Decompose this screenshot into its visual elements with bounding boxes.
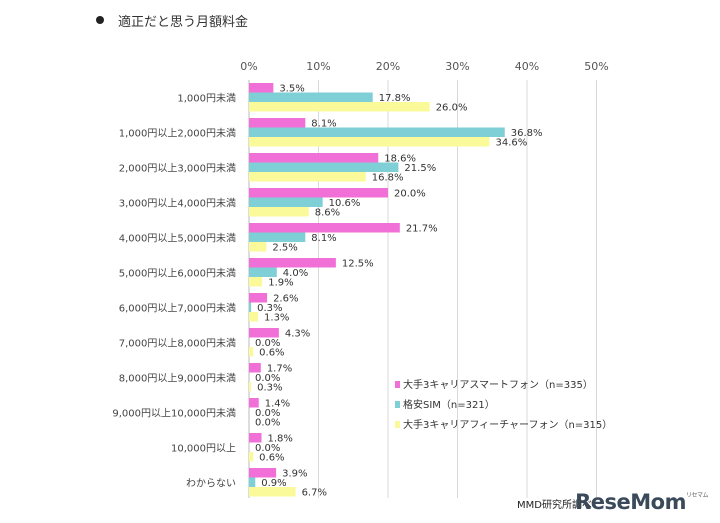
chart-title-row: 適正だと思う月額料金 (96, 10, 248, 30)
bar (249, 468, 277, 478)
bar (249, 328, 279, 338)
data-label: 18.6% (384, 154, 416, 165)
category-label: 1,000円以上2,000円未満 (119, 127, 236, 139)
bar (249, 137, 490, 147)
category-label: わからない (186, 477, 236, 489)
data-label: 0.3% (257, 303, 282, 314)
bar (249, 293, 268, 303)
category-label: 5,000円以上6,000円未満 (119, 267, 236, 279)
bar (249, 83, 274, 93)
bar (249, 162, 399, 172)
bar (249, 382, 252, 392)
bar (249, 267, 277, 277)
bar (249, 363, 261, 373)
bar (249, 312, 259, 322)
bar (249, 188, 388, 198)
data-label: 4.0% (283, 268, 308, 279)
x-tick-label: 0% (240, 60, 257, 73)
bar (249, 92, 373, 102)
legend-label: 大手3キャリアスマートフォン（n=335） (403, 378, 593, 391)
logo-subtext: リセマム (685, 492, 709, 499)
category-label: 7,000円以上8,000円未満 (119, 337, 236, 349)
resemom-logo: ReseMomリセマム (575, 490, 708, 514)
data-label: 21.5% (404, 163, 436, 174)
legend-swatch (395, 421, 400, 428)
data-label: 6.7% (302, 488, 327, 499)
data-label: 2.6% (273, 294, 298, 305)
bar (249, 452, 254, 462)
bullet-icon (96, 16, 104, 24)
data-label: 1.3% (264, 313, 289, 324)
data-label: 1.9% (268, 278, 293, 289)
category-label: 2,000円以上3,000円未満 (119, 162, 236, 174)
data-label: 10.6% (329, 198, 361, 209)
bar (249, 277, 263, 287)
category-label: 1,000円未満 (177, 92, 236, 104)
category-label: 6,000円以上7,000円未満 (119, 302, 236, 314)
data-label: 0.0% (255, 443, 280, 454)
logo-text: ReseMom (575, 490, 686, 514)
data-label: 0.6% (259, 453, 284, 464)
source-note: MMD研究所調べ (517, 500, 592, 511)
data-label: 36.8% (511, 128, 543, 139)
data-label: 0.9% (261, 478, 286, 489)
chart-title: 適正だと思う月額料金 (118, 14, 249, 30)
data-label: 0.3% (257, 383, 282, 394)
data-label: 26.0% (436, 103, 468, 114)
data-label: 8.6% (315, 208, 340, 219)
bar (249, 207, 309, 217)
data-label: 17.8% (379, 93, 411, 104)
data-label: 2.5% (272, 243, 297, 254)
data-label: 3.9% (282, 469, 307, 480)
data-label: 8.1% (311, 233, 336, 244)
data-label: 0.0% (255, 338, 280, 349)
bar (249, 258, 336, 268)
x-tick-label: 10% (306, 60, 330, 73)
legend-label: 格安SIM（n=321） (403, 398, 495, 411)
data-label: 1.7% (267, 364, 292, 375)
category-label: 4,000円以上5,000円未満 (119, 232, 236, 244)
data-label: 12.5% (342, 259, 374, 270)
data-label: 0.0% (255, 418, 280, 429)
bar (249, 398, 259, 408)
bar (249, 197, 323, 207)
category-label: 8,000円以上9,000円未満 (119, 372, 236, 384)
legend-swatch (395, 401, 400, 408)
data-label: 0.0% (255, 373, 280, 384)
data-label: 1.8% (268, 434, 293, 445)
legend-label: 大手3キャリアフィーチャーフォン（n=315） (403, 418, 612, 431)
bar (249, 172, 366, 182)
x-tick-label: 40% (515, 60, 539, 73)
data-label: 4.3% (285, 329, 310, 340)
category-label: 10,000円以上 (171, 442, 236, 454)
bar (249, 223, 400, 233)
data-label: 20.0% (394, 189, 426, 200)
data-label: 16.8% (372, 173, 404, 184)
bar (249, 232, 306, 242)
bar (249, 433, 262, 443)
x-tick-label: 50% (584, 60, 608, 73)
category-label: 9,000円以上10,000円未満 (112, 407, 236, 419)
x-tick-label: 20% (376, 60, 400, 73)
bar (249, 102, 430, 112)
bar (249, 127, 505, 137)
bar (249, 242, 267, 252)
data-label: 0.6% (259, 348, 284, 359)
x-tick-label: 30% (445, 60, 469, 73)
bar (249, 347, 254, 357)
data-label: 1.4% (265, 399, 290, 410)
bar (249, 302, 252, 312)
bar (249, 118, 306, 128)
category-label: 3,000円以上4,000円未満 (119, 197, 236, 209)
bar (249, 477, 256, 487)
legend-swatch (395, 381, 400, 388)
bar (249, 487, 296, 497)
bar (249, 153, 379, 163)
data-label: 0.0% (255, 408, 280, 419)
data-label: 8.1% (311, 119, 336, 130)
data-label: 21.7% (406, 224, 438, 235)
data-label: 3.5% (279, 84, 304, 95)
data-label: 34.6% (495, 138, 527, 149)
